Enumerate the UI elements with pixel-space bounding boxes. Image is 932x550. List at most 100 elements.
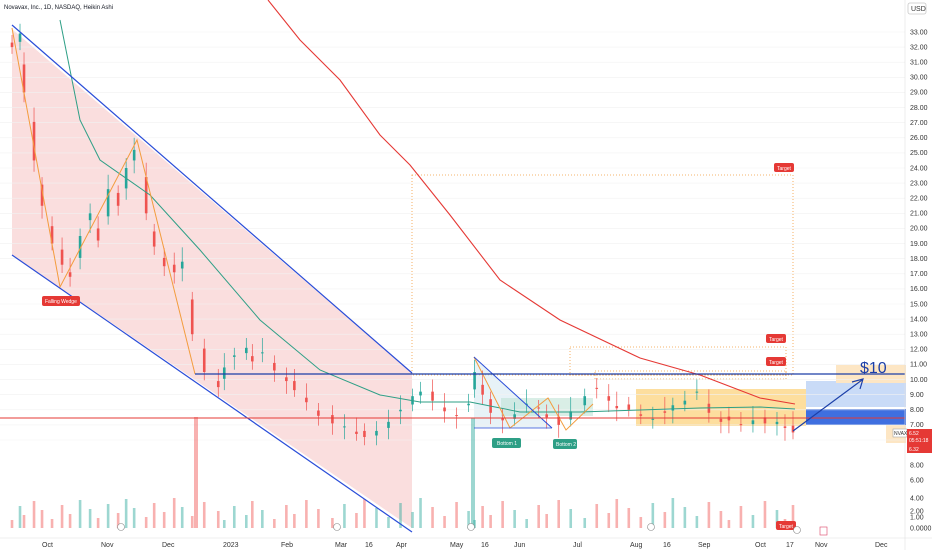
volume-bar <box>132 508 136 528</box>
last-price-box <box>907 429 932 445</box>
projection-arrowhead <box>851 378 864 390</box>
candle-body <box>18 33 22 42</box>
y-tick-label: 29.00 <box>910 90 928 97</box>
candle-body <box>639 414 643 416</box>
event-icons[interactable] <box>117 523 828 536</box>
candle-body <box>22 64 26 93</box>
x-tick-label: Jun <box>514 542 525 549</box>
candle-body <box>595 387 599 389</box>
candle-body <box>525 403 528 405</box>
event-icon-e[interactable] <box>819 526 828 536</box>
volume-tick-label: 2.00 <box>910 508 924 515</box>
candle-body <box>152 231 156 247</box>
candle-body <box>180 261 184 269</box>
event-icon-earnings[interactable] <box>793 526 801 534</box>
candle-body <box>651 418 655 420</box>
y-tick-label: 20.00 <box>910 226 928 233</box>
y-tick-label: 30.00 <box>910 75 928 82</box>
volume-tick-label: 6.00 <box>910 477 924 484</box>
event-icon-dividend[interactable] <box>117 523 125 531</box>
volume-bar <box>443 516 446 528</box>
target-mid2-box <box>766 357 786 366</box>
candle-body <box>293 381 296 391</box>
volume-bar <box>719 511 723 528</box>
candle-body <box>751 420 755 425</box>
moving-average-50 <box>59 19 796 413</box>
x-tick-label: 17 <box>786 542 794 549</box>
candle-body <box>60 249 64 265</box>
volume-bar <box>751 515 755 528</box>
volume-spike <box>471 418 475 528</box>
y-tick-label: 13.00 <box>910 332 928 339</box>
falling-channel-fill <box>12 29 412 528</box>
y-tick-label: 18.00 <box>910 256 928 263</box>
moving-average-200 <box>267 0 796 405</box>
falling-wedge-box <box>42 296 80 306</box>
volume-bar <box>727 520 731 528</box>
volume-bar <box>305 500 308 528</box>
candle-body <box>32 121 36 161</box>
volume-bar <box>763 501 767 528</box>
x-tick-label: Oct <box>755 542 766 549</box>
candle-body <box>78 236 82 258</box>
event-icon-dividend-2[interactable] <box>333 523 341 531</box>
candle-body <box>375 430 378 436</box>
y-tick-label: 24.00 <box>910 165 928 172</box>
volume-bar <box>216 511 220 528</box>
candle-body <box>261 352 264 354</box>
bottom1-box <box>492 438 521 448</box>
y-tick-label: 21.00 <box>910 211 928 218</box>
volume-bar <box>172 498 176 528</box>
candle-body <box>216 381 220 388</box>
y-tick-label: 10.00 <box>910 377 928 384</box>
volume-bar <box>651 503 655 528</box>
volume-bar <box>375 508 378 528</box>
volume-bar <box>261 510 264 528</box>
low-price: 6.32 <box>909 447 919 453</box>
y-tick-label: 31.00 <box>910 60 928 67</box>
currency-badge-box[interactable] <box>907 2 927 15</box>
candle-body <box>285 377 288 382</box>
event-icon-dividend-4[interactable] <box>647 523 655 531</box>
volume-bar <box>695 516 699 528</box>
volume-bar <box>232 506 236 528</box>
target-mid1-box <box>766 334 786 343</box>
candle-body <box>683 400 687 405</box>
volume-bar <box>627 508 631 528</box>
volume-bar <box>489 515 492 528</box>
volume-bar <box>513 510 516 528</box>
volume-bar <box>116 513 120 528</box>
candle-body <box>172 264 176 273</box>
event-icon-dividend-3[interactable] <box>467 523 475 531</box>
volume-bar <box>355 513 358 528</box>
volume-bar <box>96 518 100 528</box>
volume-bar <box>607 513 611 528</box>
volume-bar <box>473 520 476 528</box>
candle-body <box>106 189 110 217</box>
candle-body <box>343 426 346 428</box>
volume-bar <box>791 505 795 528</box>
candle-body <box>545 414 548 418</box>
volume-bar <box>152 503 156 528</box>
volume-bar <box>419 498 422 528</box>
volume-bar <box>190 516 194 528</box>
target-bottom-label: Target <box>779 524 794 530</box>
volume-bar <box>387 517 390 528</box>
volume-bar <box>317 509 320 528</box>
x-tick-label: Feb <box>281 542 293 549</box>
volume-bar <box>455 502 458 528</box>
candle-body <box>245 347 248 354</box>
candle-body <box>88 213 92 221</box>
candle-body <box>419 391 422 396</box>
volume-bar <box>537 505 540 528</box>
y-tick-label: 17.00 <box>910 271 928 278</box>
volume-bar <box>569 509 573 528</box>
candle-body <box>399 409 402 412</box>
volume-bar <box>251 501 254 528</box>
volume-bar <box>467 511 470 528</box>
y-tick-label: 8.00 <box>910 407 924 414</box>
currency-badge[interactable]: USD <box>911 6 926 13</box>
y-tick-label: 32.00 <box>910 44 928 51</box>
volume-bar <box>639 517 643 528</box>
